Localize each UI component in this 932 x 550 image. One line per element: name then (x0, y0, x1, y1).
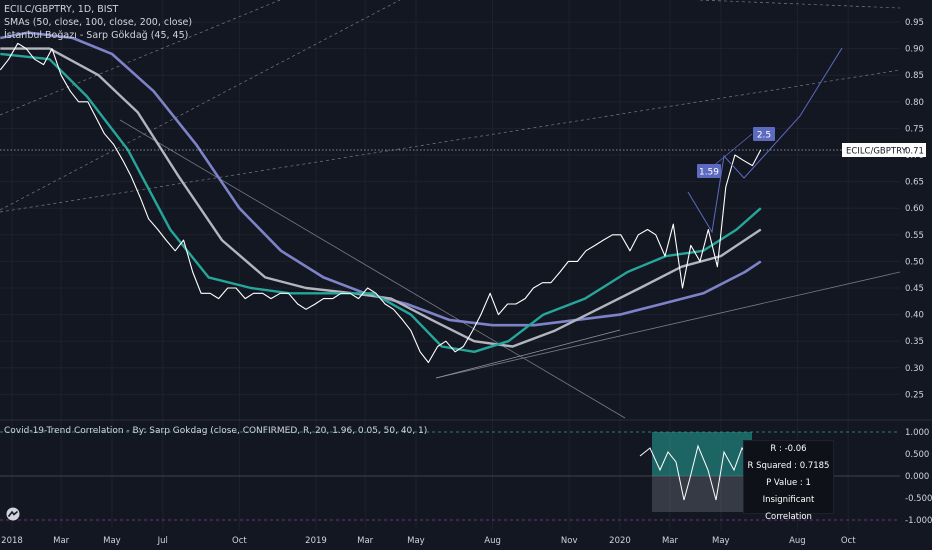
indicator-tick-label: 0.000 (905, 472, 929, 482)
last-price-tag: ECILC/GBPTRY 0.71 (842, 143, 926, 157)
channel-legend[interactable]: İstanbul Boğazı - Sarp Gökdağ (45, 45) (4, 30, 189, 41)
correlation-plot (639, 432, 752, 512)
svg-text:ECILC/GBPTRY: ECILC/GBPTRY (846, 147, 907, 157)
time-tick-label: May (407, 536, 425, 546)
time-tick-label: Aug (484, 536, 501, 546)
channel-descending-line (119, 119, 626, 419)
price-tick-label: 0.75 (905, 124, 924, 134)
tradingview-logo-icon[interactable] (4, 507, 22, 521)
time-tick-label: 2018 (1, 536, 23, 546)
series-layer (0, 31, 762, 364)
correlation-upper-band (652, 432, 752, 476)
svg-text:1.59: 1.59 (699, 168, 719, 178)
pattern-label-1: 1.59 (697, 164, 721, 178)
indicator-tick-label: 0.500 (905, 450, 929, 460)
correlation-lower-band (652, 476, 752, 512)
price-tick-label: 0.60 (905, 204, 924, 214)
correlation-line (639, 444, 751, 501)
time-tick-label: May (103, 536, 121, 546)
price-tick-label: 0.65 (905, 178, 924, 188)
indicator-tick-label: -0.500 (905, 494, 932, 504)
indicator-tick-label: 1.000 (905, 428, 929, 438)
r-value: R : -0.06 (770, 444, 807, 454)
zigzag-pattern (687, 47, 843, 234)
r-squared-value: R Squared : 0.7185 (747, 461, 830, 471)
series-line-sma-100 (0, 47, 762, 348)
price-tick-label: 0.55 (905, 231, 924, 241)
price-tick-label: 0.90 (905, 45, 924, 55)
time-tick-label: Oct (232, 536, 247, 546)
channel-support-line (435, 329, 621, 379)
time-tick-label: Mar (662, 536, 679, 546)
channel-mid-dashed (0, 0, 281, 116)
indicator-tick-label: -1.000 (905, 516, 932, 526)
time-tick-label: 2019 (305, 536, 327, 546)
correlation-conclusion: Insignificant Correlation (762, 495, 815, 522)
bosphorus-channel-lines (0, 0, 901, 419)
price-tick-label: 0.30 (905, 364, 924, 374)
series-line-sma-50 (0, 52, 762, 353)
time-tick-label: Nov (561, 536, 578, 546)
time-tick-label: Oct (841, 536, 856, 546)
correlation-stats-table: R : -0.06 R Squared : 0.7185 P Value : 1… (743, 440, 834, 522)
price-tick-label: 0.50 (905, 257, 924, 267)
time-tick-label: Mar (53, 536, 70, 546)
channel-ascending-line (435, 271, 901, 379)
series-line-ecilc-gbptry (0, 42, 762, 364)
p-value: P Value : 1 (766, 478, 811, 488)
indicator-axis[interactable]: 1.000 0.500 0.000 -0.500 -1.000 (905, 428, 932, 526)
svg-text:2.5: 2.5 (757, 131, 771, 141)
price-tick-label: 0.40 (905, 311, 924, 321)
time-axis[interactable]: 2018 Mar May Jul Oct 2019 Mar May Aug Nov 2020 Mar M… (1, 536, 856, 546)
price-tick-label: 0.85 (905, 71, 924, 81)
price-tick-label: 0.25 (905, 390, 924, 400)
pattern-label-2: 2.5 (753, 127, 775, 141)
time-tick-label: Jul (157, 536, 168, 546)
symbol-legend[interactable]: ECILC/GBPTRY, 1D, BIST (4, 4, 119, 15)
channel-long-dashed (0, 69, 901, 213)
price-tick-label: 0.45 (905, 284, 924, 294)
time-tick-label: May (712, 536, 730, 546)
indicator-title[interactable]: Covid-19-Trend Correlation - By: Sarp Go… (4, 426, 428, 436)
price-tick-label: 0.80 (905, 98, 924, 108)
price-tick-label: 0.95 (905, 18, 924, 28)
svg-text:0.71: 0.71 (905, 147, 924, 157)
price-tick-label: 0.35 (905, 337, 924, 347)
sma-legend[interactable]: SMAs (50, close, 100, close, 200, close) (4, 17, 193, 28)
price-axis[interactable]: 0.950.900.850.800.750.700.650.600.550.50… (905, 18, 924, 400)
time-tick-label: 2020 (609, 536, 631, 546)
time-tick-label: Mar (357, 536, 374, 546)
time-tick-label: Aug (789, 536, 806, 546)
